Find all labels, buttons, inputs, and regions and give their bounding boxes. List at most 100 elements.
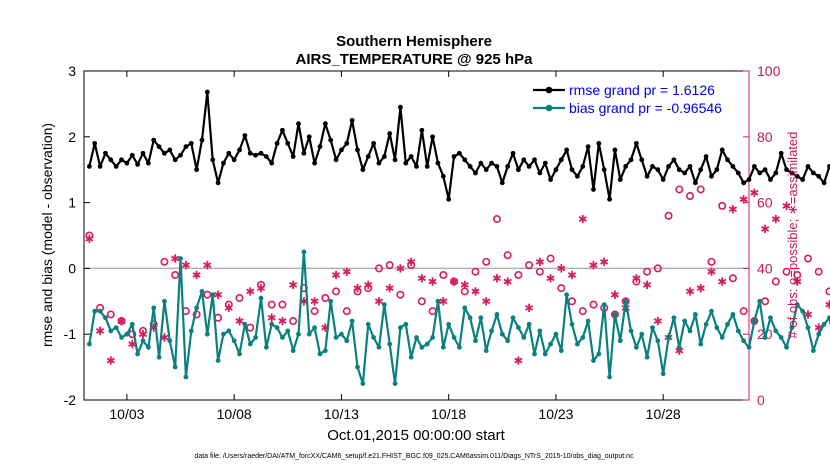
possible-obs-marker bbox=[707, 257, 716, 266]
rmse-point bbox=[108, 157, 114, 163]
assimilated-obs-marker bbox=[117, 316, 126, 326]
bias-point bbox=[800, 308, 806, 314]
bias-point bbox=[789, 325, 795, 331]
rmse-point bbox=[424, 164, 430, 169]
assimilated-obs-marker bbox=[750, 188, 759, 197]
bias-point bbox=[381, 302, 387, 307]
bias-point bbox=[467, 315, 473, 321]
rmse-point bbox=[612, 147, 618, 153]
assimilated-obs-marker bbox=[567, 270, 577, 280]
bias-point bbox=[703, 321, 709, 327]
bias-point bbox=[221, 331, 226, 337]
bias-point bbox=[419, 344, 425, 350]
bias-point bbox=[617, 338, 623, 344]
bias-point bbox=[162, 298, 167, 304]
assimilated-obs-marker bbox=[525, 303, 534, 313]
rmse-point bbox=[199, 137, 205, 143]
bias-point bbox=[108, 328, 114, 334]
rmse-point bbox=[103, 150, 108, 156]
bias-point bbox=[124, 331, 130, 337]
bias-point bbox=[322, 348, 328, 354]
chart-title-line-2: AIRS_TEMPERATURE @ 925 hPa bbox=[296, 51, 534, 68]
bias-point bbox=[462, 305, 468, 311]
bias-point bbox=[596, 351, 602, 357]
rmse-point bbox=[778, 150, 784, 156]
rmse-point bbox=[607, 196, 612, 202]
bias-point bbox=[392, 381, 398, 386]
rmse-point bbox=[816, 173, 822, 179]
rmse-point bbox=[666, 164, 671, 169]
bias-point bbox=[360, 381, 366, 386]
rmse-point bbox=[725, 157, 730, 163]
rmse-point bbox=[92, 140, 98, 146]
rmse-point bbox=[746, 177, 752, 182]
bias-point bbox=[714, 325, 720, 331]
bias-point bbox=[741, 338, 747, 344]
assimilated-obs-marker bbox=[793, 277, 802, 286]
possible-obs-marker bbox=[675, 185, 684, 194]
rmse-point bbox=[751, 164, 757, 169]
possible-obs-marker bbox=[374, 264, 383, 273]
rmse-point bbox=[784, 167, 789, 173]
bias-point bbox=[440, 344, 446, 350]
bias-point bbox=[328, 298, 334, 304]
rmse-point bbox=[735, 170, 741, 176]
bias-point bbox=[773, 328, 779, 334]
bias-point bbox=[451, 335, 457, 340]
rmse-point bbox=[253, 152, 259, 158]
rmse-point bbox=[462, 157, 468, 163]
rmse-point bbox=[226, 150, 232, 156]
rmse-point bbox=[741, 180, 747, 186]
bias-point bbox=[816, 331, 822, 337]
bias-point bbox=[398, 325, 403, 331]
possible-obs-marker bbox=[396, 290, 405, 299]
assimilated-obs-marker bbox=[578, 214, 587, 224]
bias-point bbox=[725, 321, 730, 327]
rmse-point bbox=[140, 150, 146, 156]
bias-point bbox=[607, 374, 612, 380]
rmse-point bbox=[650, 164, 655, 169]
bias-point bbox=[794, 302, 800, 307]
possible-obs-marker bbox=[385, 261, 394, 270]
possible-obs-marker bbox=[492, 215, 501, 224]
rmse-point bbox=[301, 150, 307, 156]
bias-point bbox=[194, 305, 200, 311]
rmse-point bbox=[280, 127, 285, 133]
rmse-point bbox=[151, 137, 157, 143]
bias-point bbox=[156, 354, 162, 360]
bias-point bbox=[660, 371, 666, 377]
assimilated-obs-marker bbox=[235, 316, 244, 326]
possible-obs-marker bbox=[106, 310, 115, 319]
assimilated-obs-marker bbox=[610, 290, 620, 299]
possible-obs-marker bbox=[557, 284, 566, 293]
rmse-point bbox=[178, 152, 183, 158]
rmse-point bbox=[156, 144, 162, 150]
rmse-point bbox=[789, 170, 795, 176]
rmse-point bbox=[639, 157, 645, 163]
rmse-point bbox=[231, 157, 237, 163]
bias-point bbox=[574, 341, 580, 347]
rmse-point bbox=[306, 134, 312, 140]
bias-point bbox=[751, 318, 757, 324]
rmse-point bbox=[408, 154, 414, 159]
bias-point bbox=[558, 348, 564, 354]
assimilated-obs-marker bbox=[803, 310, 813, 319]
rmse-point bbox=[317, 144, 323, 150]
rmse-point bbox=[505, 164, 511, 169]
rmse-point bbox=[355, 147, 360, 153]
bias-point bbox=[478, 315, 484, 321]
assimilated-obs-marker bbox=[685, 287, 695, 296]
bias-point bbox=[768, 315, 773, 321]
x-tick-label: 10/23 bbox=[538, 406, 573, 422]
rmse-point bbox=[204, 89, 210, 95]
assimilated-obs-marker bbox=[825, 300, 830, 309]
bias-point bbox=[585, 318, 591, 324]
assimilated-obs-marker bbox=[289, 280, 298, 290]
bias-point bbox=[274, 325, 280, 331]
possible-obs-marker bbox=[278, 300, 287, 309]
rmse-point bbox=[800, 177, 806, 182]
bias-point bbox=[188, 328, 194, 334]
rmse-point bbox=[805, 164, 811, 169]
bias-point bbox=[290, 348, 296, 354]
rmse-point bbox=[430, 134, 435, 140]
